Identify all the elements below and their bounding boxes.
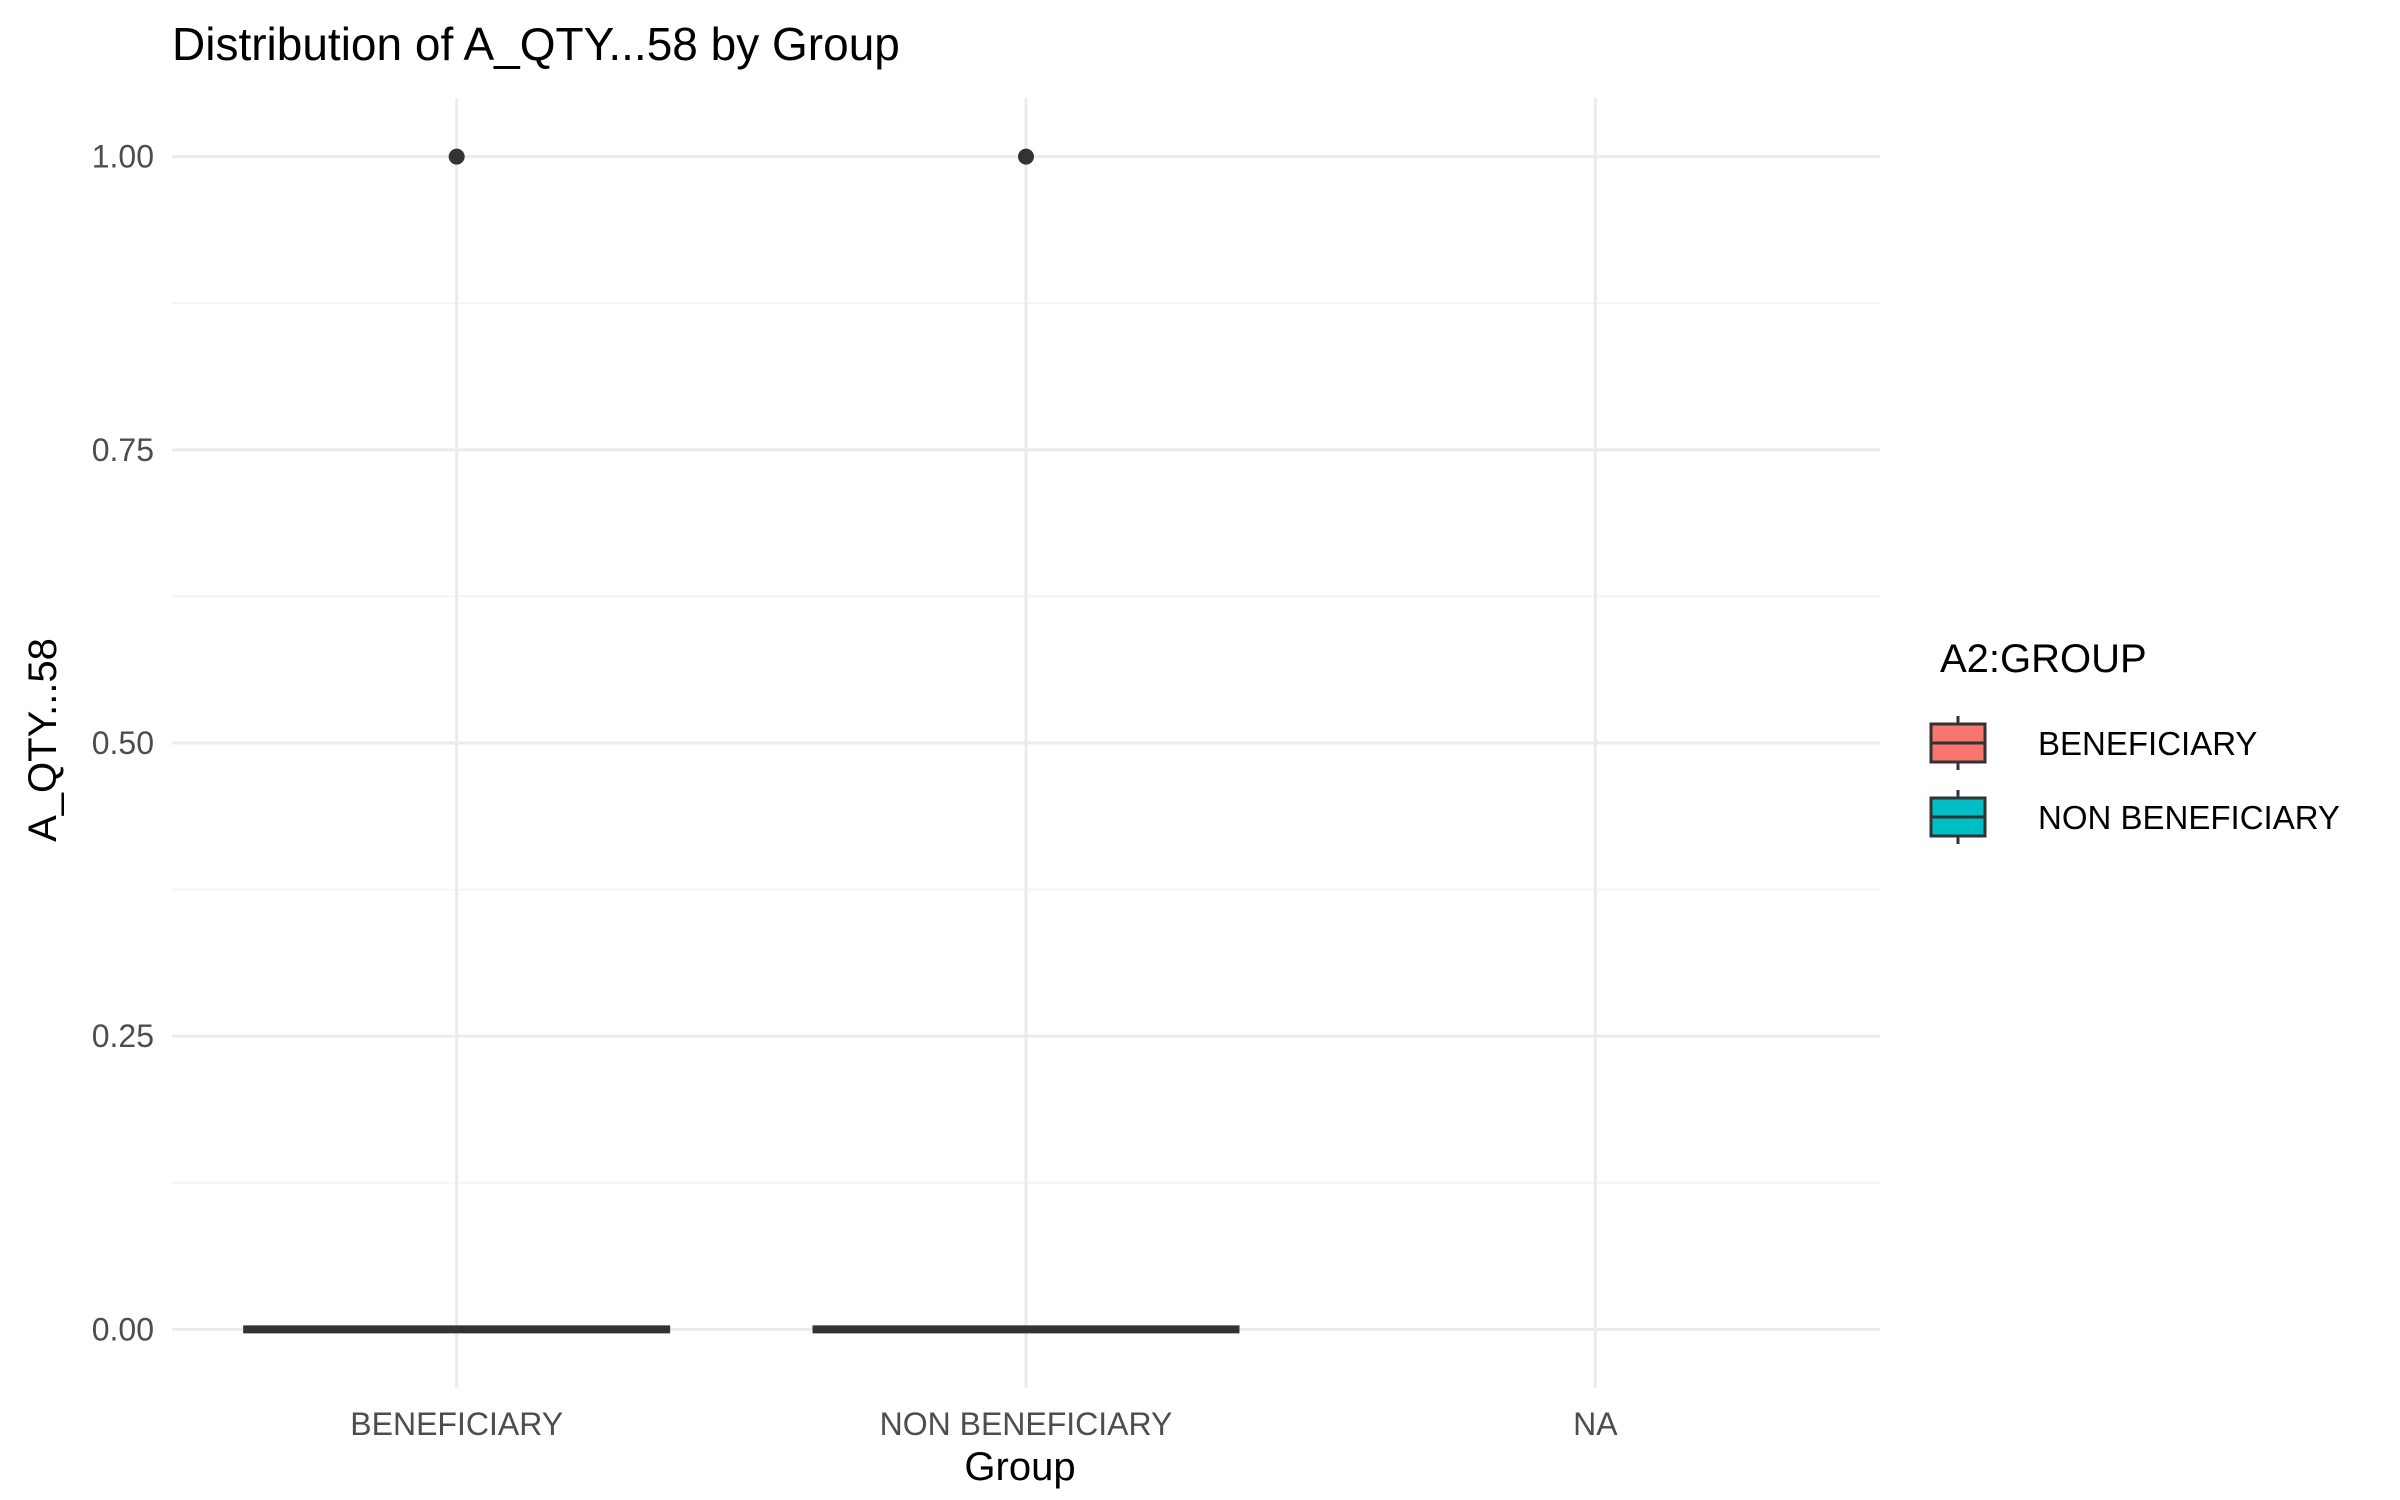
y-tick-label: 0.50	[92, 725, 154, 761]
y-tick-label: 0.75	[92, 432, 154, 468]
boxplots	[243, 148, 1240, 1334]
x-axis-ticks: BENEFICIARY NON BENEFICIARY NA	[350, 1406, 1618, 1442]
x-tick-label: BENEFICIARY	[350, 1406, 563, 1442]
outlier-point	[1018, 148, 1034, 165]
x-tick-label: NA	[1573, 1406, 1618, 1442]
legend: A2:GROUP BENEFICIARY NON BENEFICIARY	[1929, 637, 2340, 844]
chart-title: Distribution of A_QTY...58 by Group	[172, 18, 900, 70]
legend-entries: BENEFICIARY NON BENEFICIARY	[1929, 716, 2340, 844]
grid	[172, 98, 1880, 1388]
y-tick-label: 1.00	[92, 139, 154, 175]
legend-entry: NON BENEFICIARY	[1929, 790, 2340, 844]
y-axis-title: A_QTY...58	[21, 638, 65, 842]
x-axis-title: Group	[964, 1445, 1075, 1489]
outlier-point	[448, 148, 465, 165]
boxplot-non-beneficiary	[812, 148, 1240, 1334]
legend-title: A2:GROUP	[1940, 637, 2147, 681]
legend-label: NON BENEFICIARY	[2038, 799, 2340, 836]
legend-label: BENEFICIARY	[2038, 725, 2257, 762]
y-tick-label: 0.00	[92, 1311, 154, 1347]
y-tick-label: 0.25	[92, 1018, 154, 1054]
y-axis-ticks: 0.00 0.25 0.50 0.75 1.00	[92, 139, 154, 1348]
x-tick-label: NON BENEFICIARY	[880, 1406, 1173, 1442]
boxplot-beneficiary	[243, 148, 671, 1334]
legend-entry: BENEFICIARY	[1929, 716, 2257, 770]
